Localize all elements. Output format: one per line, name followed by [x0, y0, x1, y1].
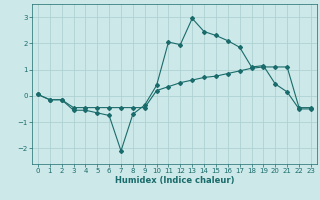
- X-axis label: Humidex (Indice chaleur): Humidex (Indice chaleur): [115, 176, 234, 185]
